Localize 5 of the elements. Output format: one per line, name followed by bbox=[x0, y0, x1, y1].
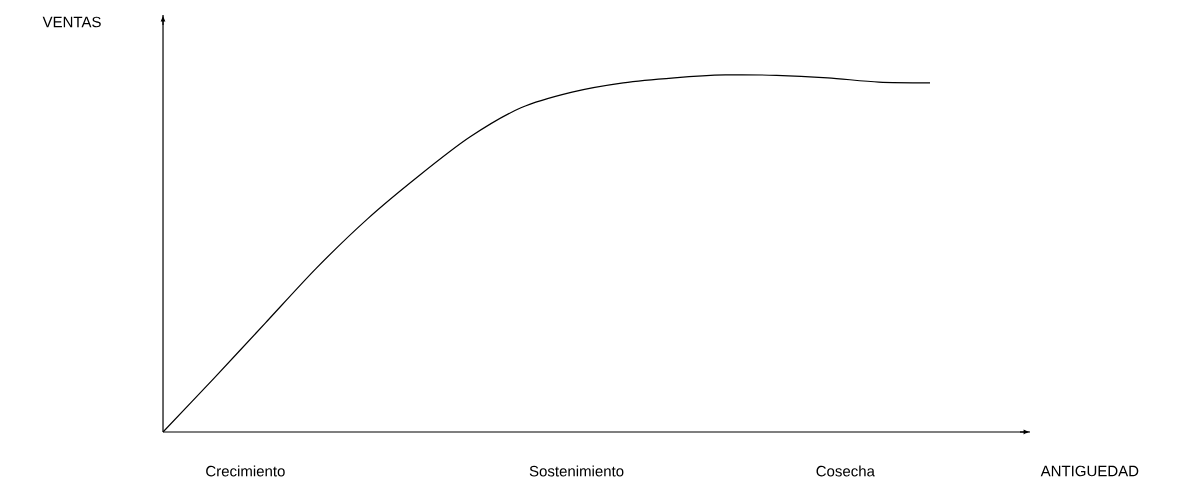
text: ANTIGUEDAD bbox=[1040, 465, 1139, 477]
text: Sostenimiento bbox=[529, 465, 624, 477]
text: Cosecha bbox=[816, 465, 875, 477]
text: Crecimiento bbox=[206, 465, 285, 477]
y-axis-title: VENTAS bbox=[42, 16, 101, 28]
